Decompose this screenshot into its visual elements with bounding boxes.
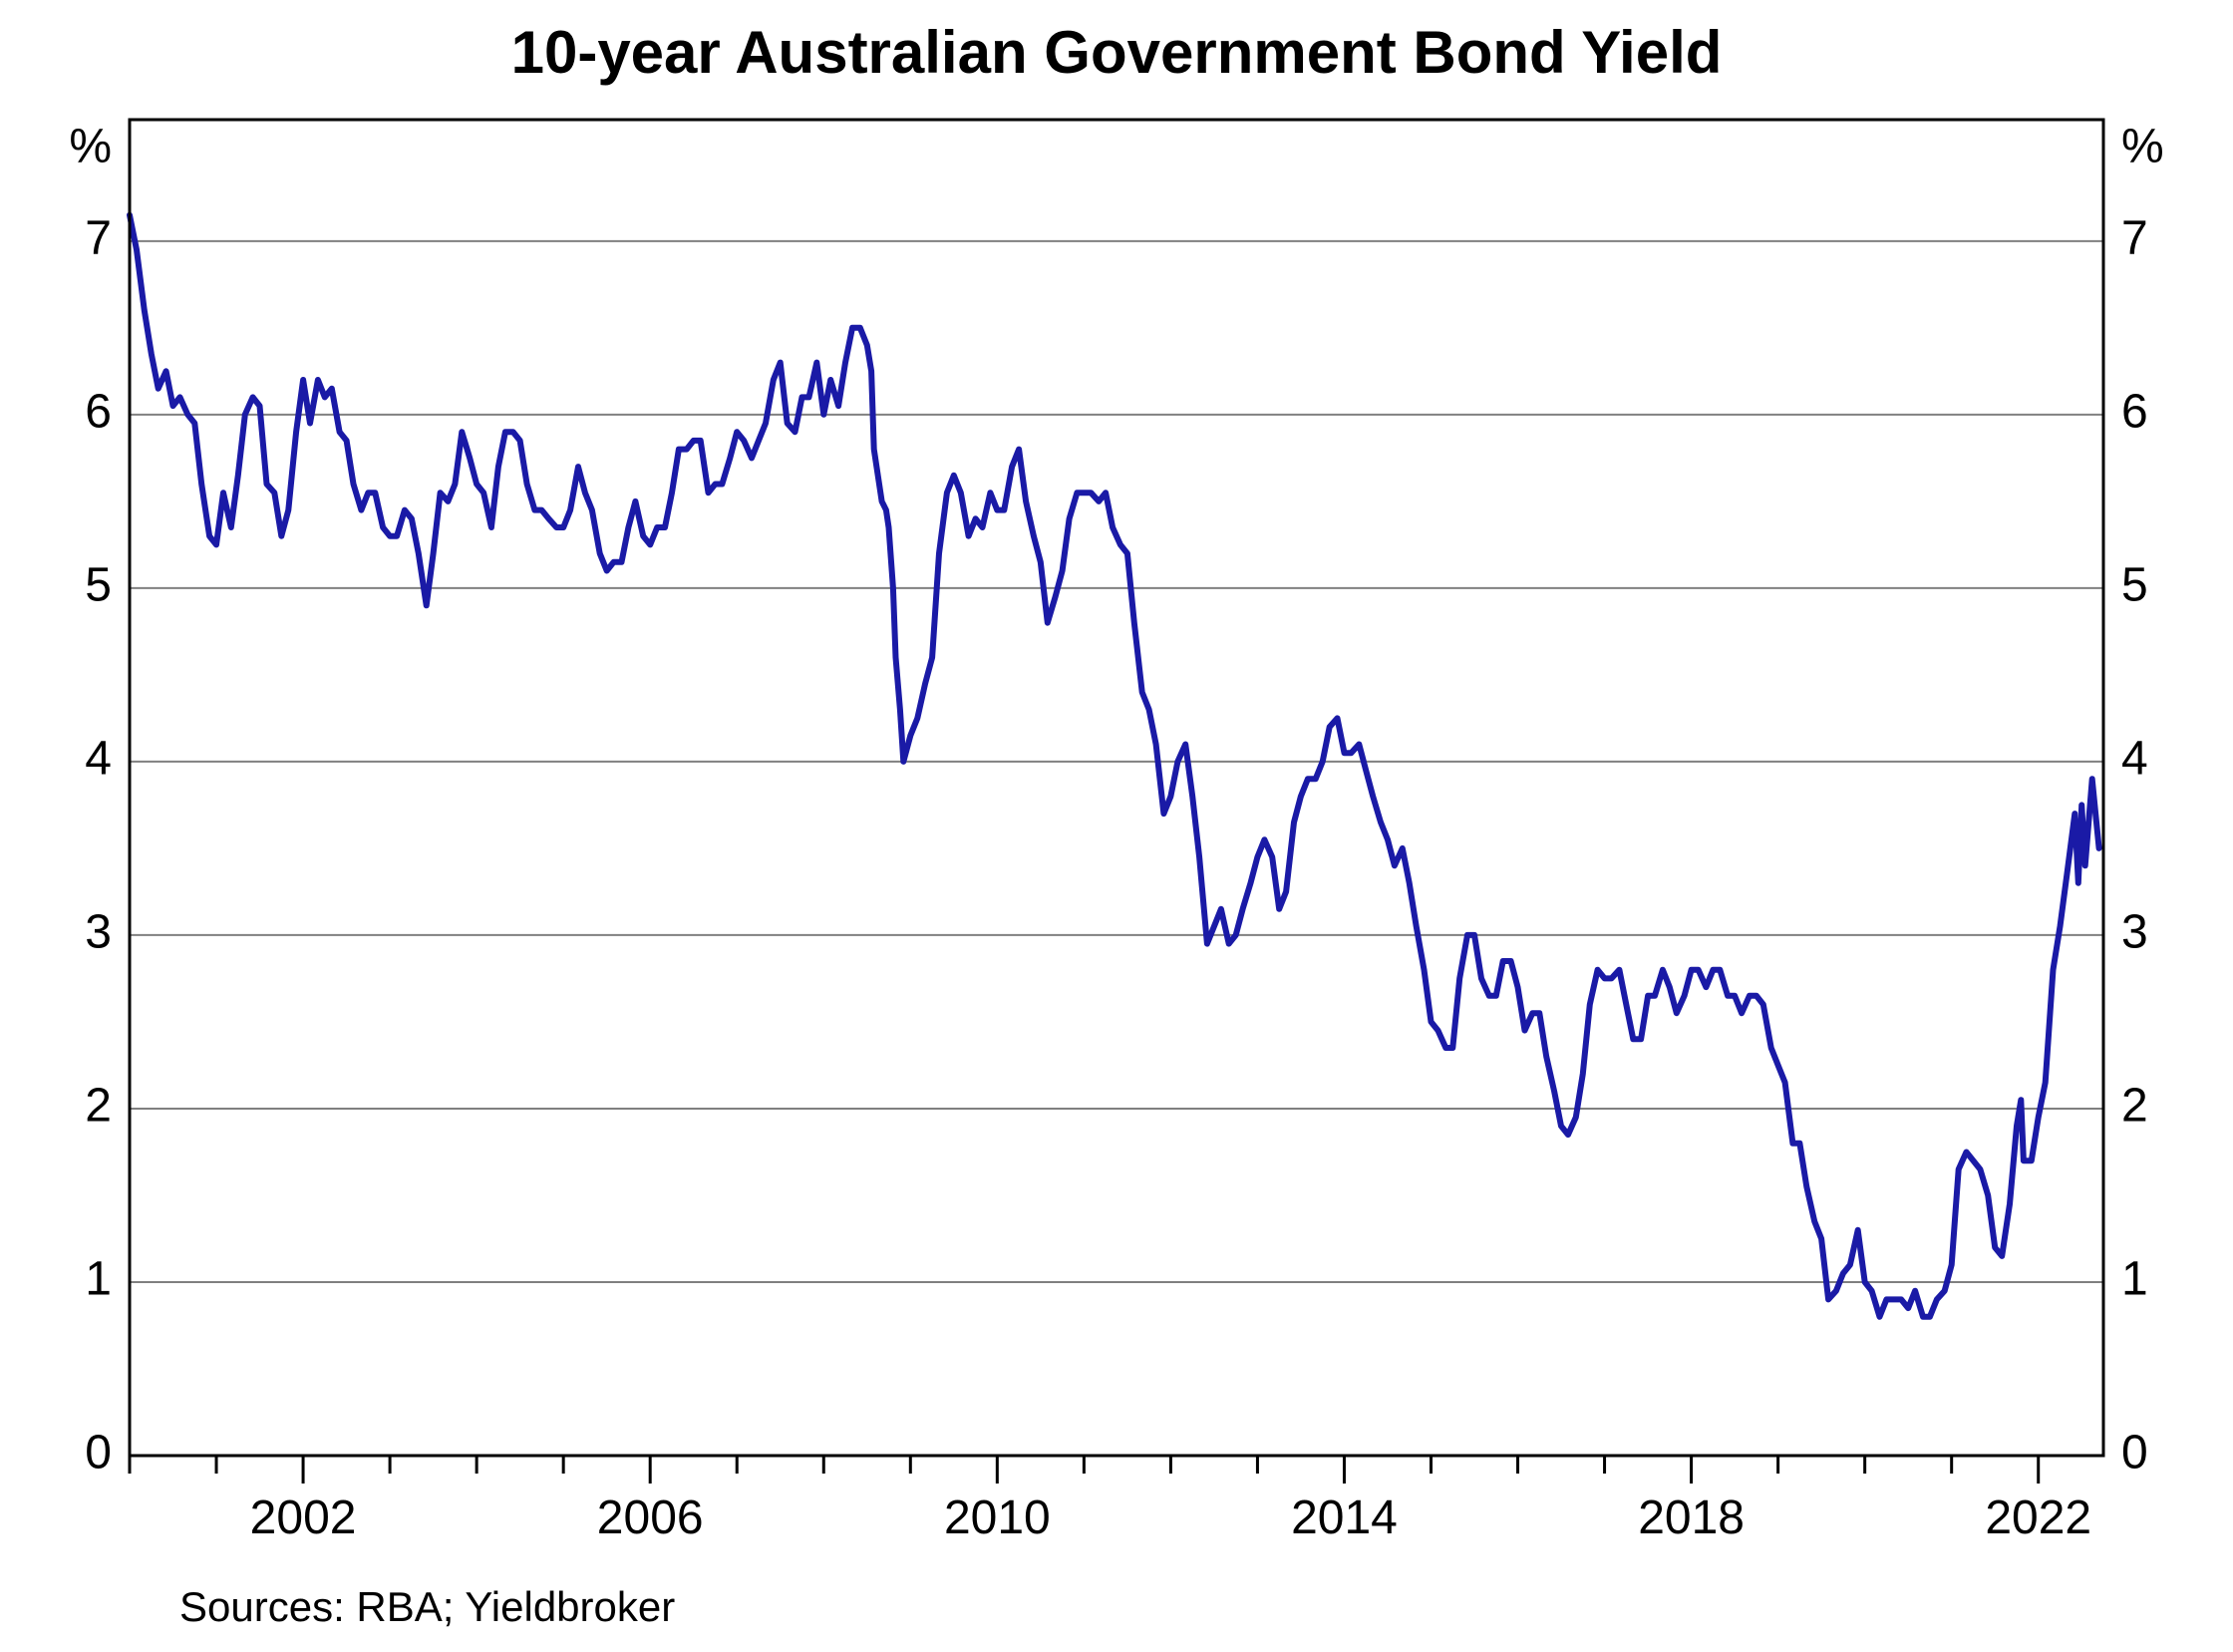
chart-title: 10-year Australian Government Bond Yield: [0, 18, 2233, 87]
svg-text:2018: 2018: [1638, 1491, 1745, 1544]
svg-text:2: 2: [2121, 1080, 2148, 1133]
svg-text:6: 6: [2121, 386, 2148, 439]
svg-text:5: 5: [2121, 559, 2148, 612]
svg-text:4: 4: [85, 733, 112, 786]
chart-sources: Sources: RBA; Yieldbroker: [179, 1583, 675, 1631]
svg-text:4: 4: [2121, 733, 2148, 786]
svg-text:3: 3: [85, 906, 112, 959]
chart-container: 10-year Australian Government Bond Yield…: [0, 0, 2233, 1652]
svg-text:1: 1: [85, 1253, 112, 1306]
svg-text:6: 6: [85, 386, 112, 439]
svg-text:2002: 2002: [250, 1491, 357, 1544]
svg-text:2010: 2010: [944, 1491, 1051, 1544]
svg-text:3: 3: [2121, 906, 2148, 959]
svg-text:0: 0: [85, 1427, 112, 1480]
svg-text:%: %: [2121, 121, 2164, 173]
chart-svg: 0 0 1 1 2 2 3 3 4 4 5 5 6 6 7 7%% 2002 2006 2010 2014 2018 20…: [0, 0, 2233, 1652]
svg-text:2: 2: [85, 1080, 112, 1133]
svg-text:2006: 2006: [597, 1491, 704, 1544]
svg-text:7: 7: [85, 211, 112, 264]
svg-text:2022: 2022: [1985, 1491, 2091, 1544]
svg-text:0: 0: [2121, 1427, 2148, 1480]
svg-text:2014: 2014: [1291, 1491, 1398, 1544]
svg-text:%: %: [69, 121, 112, 173]
svg-text:1: 1: [2121, 1253, 2148, 1306]
svg-text:5: 5: [85, 559, 112, 612]
svg-text:7: 7: [2121, 211, 2148, 264]
